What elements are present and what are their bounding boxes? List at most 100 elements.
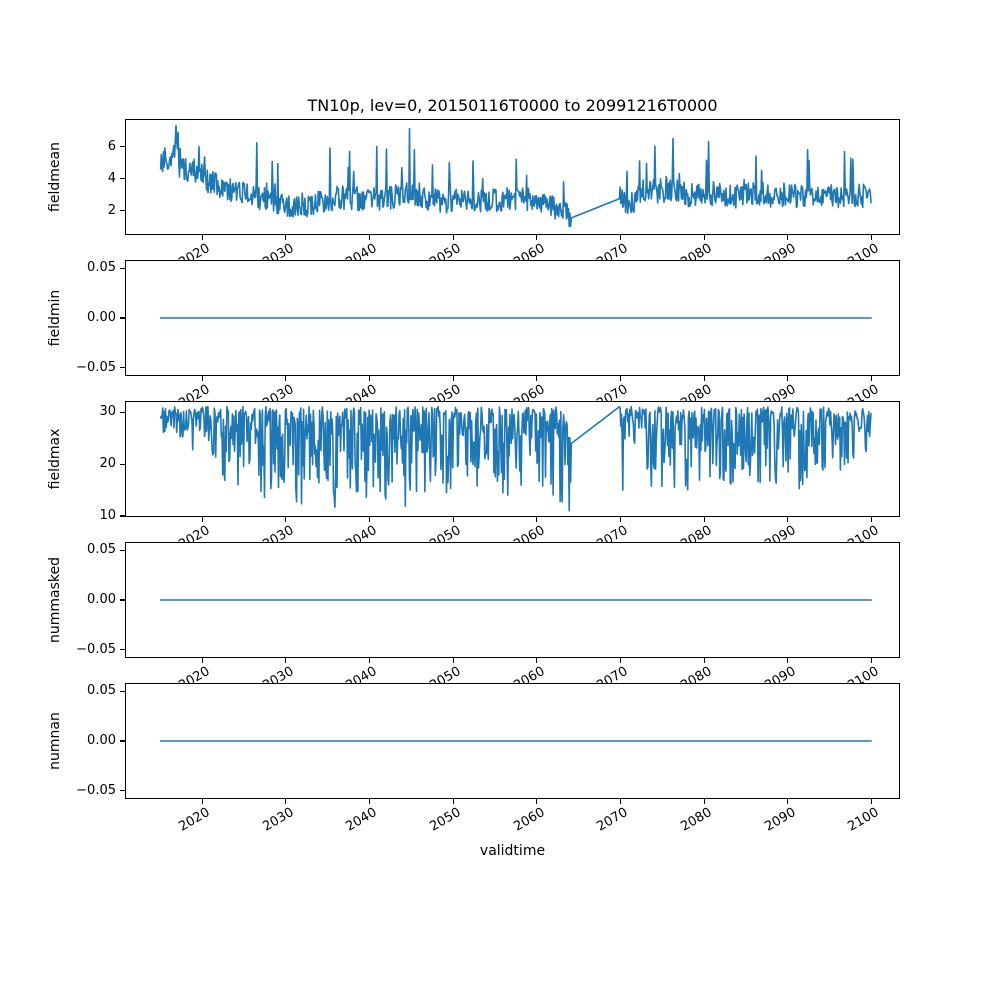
axes-fieldmin: [125, 260, 900, 376]
y-tick-mark: [120, 210, 125, 212]
fieldmean-series: [159, 124, 872, 228]
x-tick-mark: [787, 658, 789, 663]
x-tick-mark: [285, 235, 287, 240]
x-tick-mark: [201, 235, 203, 240]
y-tick-label: 2: [107, 202, 116, 218]
x-tick-mark: [452, 658, 454, 663]
y-tick-label: −0.05: [76, 641, 116, 657]
numnan-line: [159, 740, 872, 742]
y-tick-mark: [120, 790, 125, 792]
x-axis-label: validtime: [479, 843, 546, 859]
x-tick-mark: [703, 658, 705, 663]
y-tick-mark: [120, 178, 125, 180]
fieldmean-line: [159, 124, 872, 228]
y-tick-mark: [120, 411, 125, 413]
axes-nummasked: [125, 542, 900, 658]
y-tick-label: 0.00: [87, 733, 116, 748]
y-tick-mark: [120, 599, 125, 601]
x-tick-mark: [870, 376, 872, 381]
x-tick-mark: [201, 376, 203, 381]
x-tick-mark: [536, 235, 538, 240]
axes-numnan: [125, 683, 900, 799]
y-tick-mark: [120, 145, 125, 148]
y-tick-label: 0.05: [87, 683, 116, 699]
x-tick-mark: [368, 799, 370, 804]
x-tick-mark: [619, 658, 621, 663]
x-tick-mark: [787, 235, 789, 240]
x-tick-label: 2090: [762, 805, 799, 835]
y-tick-mark: [120, 515, 125, 517]
fieldmax-series: [159, 405, 872, 512]
y-tick-mark: [120, 367, 125, 369]
x-tick-mark: [536, 799, 538, 804]
y-tick-label: 30: [99, 404, 116, 420]
y-tick-label: 10: [99, 508, 116, 523]
x-tick-mark: [619, 235, 621, 240]
fieldmin-line: [159, 317, 872, 319]
y-tick-label: 6: [107, 138, 116, 154]
x-tick-mark: [368, 658, 370, 663]
x-tick-label: 2020: [176, 805, 213, 835]
x-tick-label: 2100: [845, 805, 882, 835]
x-tick-mark: [870, 658, 872, 663]
x-tick-mark: [870, 799, 872, 804]
x-tick-label: 2070: [594, 805, 631, 835]
x-tick-mark: [285, 658, 287, 663]
y-tick-mark: [120, 649, 125, 651]
x-tick-mark: [536, 376, 538, 381]
y-tick-label: 0.00: [87, 592, 116, 607]
y-tick-label: 4: [107, 170, 116, 186]
y-tick-mark: [120, 317, 125, 319]
x-tick-label: 2080: [678, 805, 715, 835]
x-tick-mark: [870, 517, 872, 522]
plot-title: TN10p, lev=0, 20150116T0000 to 20991216T…: [307, 96, 718, 115]
x-tick-mark: [619, 517, 621, 522]
x-tick-mark: [452, 235, 454, 240]
y-tick-label: 0.05: [87, 260, 116, 276]
x-tick-mark: [368, 376, 370, 381]
x-tick-mark: [285, 517, 287, 522]
x-tick-mark: [536, 658, 538, 663]
nummasked-line: [159, 599, 872, 601]
fieldmax-line: [159, 405, 872, 512]
x-tick-label: 2030: [260, 805, 297, 835]
x-tick-mark: [787, 376, 789, 381]
x-tick-mark: [368, 517, 370, 522]
y-tick-mark: [120, 267, 125, 269]
x-tick-mark: [703, 376, 705, 381]
y-tick-mark: [120, 549, 125, 551]
x-tick-mark: [787, 799, 789, 804]
x-tick-mark: [536, 517, 538, 522]
x-tick-mark: [452, 799, 454, 804]
y-tick-mark: [120, 463, 125, 465]
y-tick-label: 0.00: [87, 310, 116, 325]
y-axis-label-fieldmean: fieldmean: [47, 142, 63, 212]
x-tick-mark: [285, 799, 287, 804]
axes-fieldmean: [125, 119, 900, 235]
x-tick-label: 2040: [343, 805, 380, 835]
x-tick-mark: [452, 376, 454, 381]
x-tick-mark: [619, 799, 621, 804]
x-tick-mark: [201, 658, 203, 663]
y-tick-mark: [120, 690, 125, 692]
x-tick-mark: [787, 517, 789, 522]
x-tick-mark: [870, 235, 872, 240]
y-tick-mark: [120, 740, 125, 742]
x-tick-label: 2050: [427, 805, 464, 835]
x-tick-mark: [619, 376, 621, 381]
x-tick-mark: [201, 517, 203, 522]
y-tick-label: 20: [99, 456, 116, 472]
y-axis-label-fieldmin: fieldmin: [47, 289, 63, 347]
x-tick-mark: [368, 235, 370, 240]
y-axis-label-fieldmax: fieldmax: [47, 428, 63, 490]
x-tick-label: 2060: [511, 805, 548, 835]
x-tick-mark: [703, 799, 705, 804]
y-axis-label-nummasked: nummasked: [47, 557, 63, 644]
x-tick-mark: [703, 235, 705, 240]
axes-fieldmax: [125, 401, 900, 517]
x-tick-mark: [285, 376, 287, 381]
y-tick-label: −0.05: [76, 782, 116, 798]
x-tick-mark: [703, 517, 705, 522]
x-tick-mark: [201, 799, 203, 804]
